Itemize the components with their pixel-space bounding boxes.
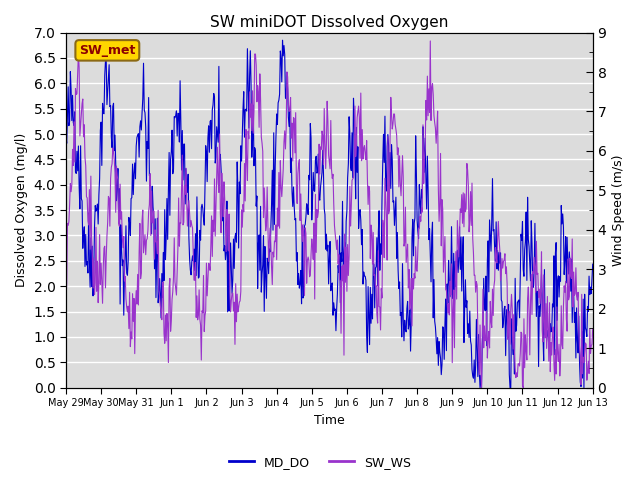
Text: SW_met: SW_met [79,44,136,57]
MD_DO [589,261,596,267]
SW_WS [424,113,432,119]
SW_WS [426,38,434,44]
X-axis label: Time: Time [314,414,345,427]
MD_DO [322,246,330,252]
SW_WS [372,283,380,288]
SW_WS [321,140,329,146]
Line: MD_DO: MD_DO [66,40,593,388]
MD_DO [178,167,186,173]
Legend: MD_DO, SW_WS: MD_DO, SW_WS [224,451,416,474]
Line: SW_WS: SW_WS [66,41,593,388]
MD_DO [425,237,433,242]
SW_WS [200,329,208,335]
SW_WS [542,300,550,306]
MD_DO [373,235,381,240]
MD_DO [542,334,550,339]
SW_WS [589,326,596,332]
Y-axis label: Dissolved Oxygen (mg/l): Dissolved Oxygen (mg/l) [15,133,28,287]
Y-axis label: Wind Speed (m/s): Wind Speed (m/s) [612,155,625,266]
SW_WS [62,299,70,304]
MD_DO [200,222,208,228]
SW_WS [178,188,186,193]
MD_DO [278,37,286,43]
SW_WS [477,385,485,391]
Title: SW miniDOT Dissolved Oxygen: SW miniDOT Dissolved Oxygen [210,15,449,30]
MD_DO [476,385,484,391]
MD_DO [62,133,70,139]
